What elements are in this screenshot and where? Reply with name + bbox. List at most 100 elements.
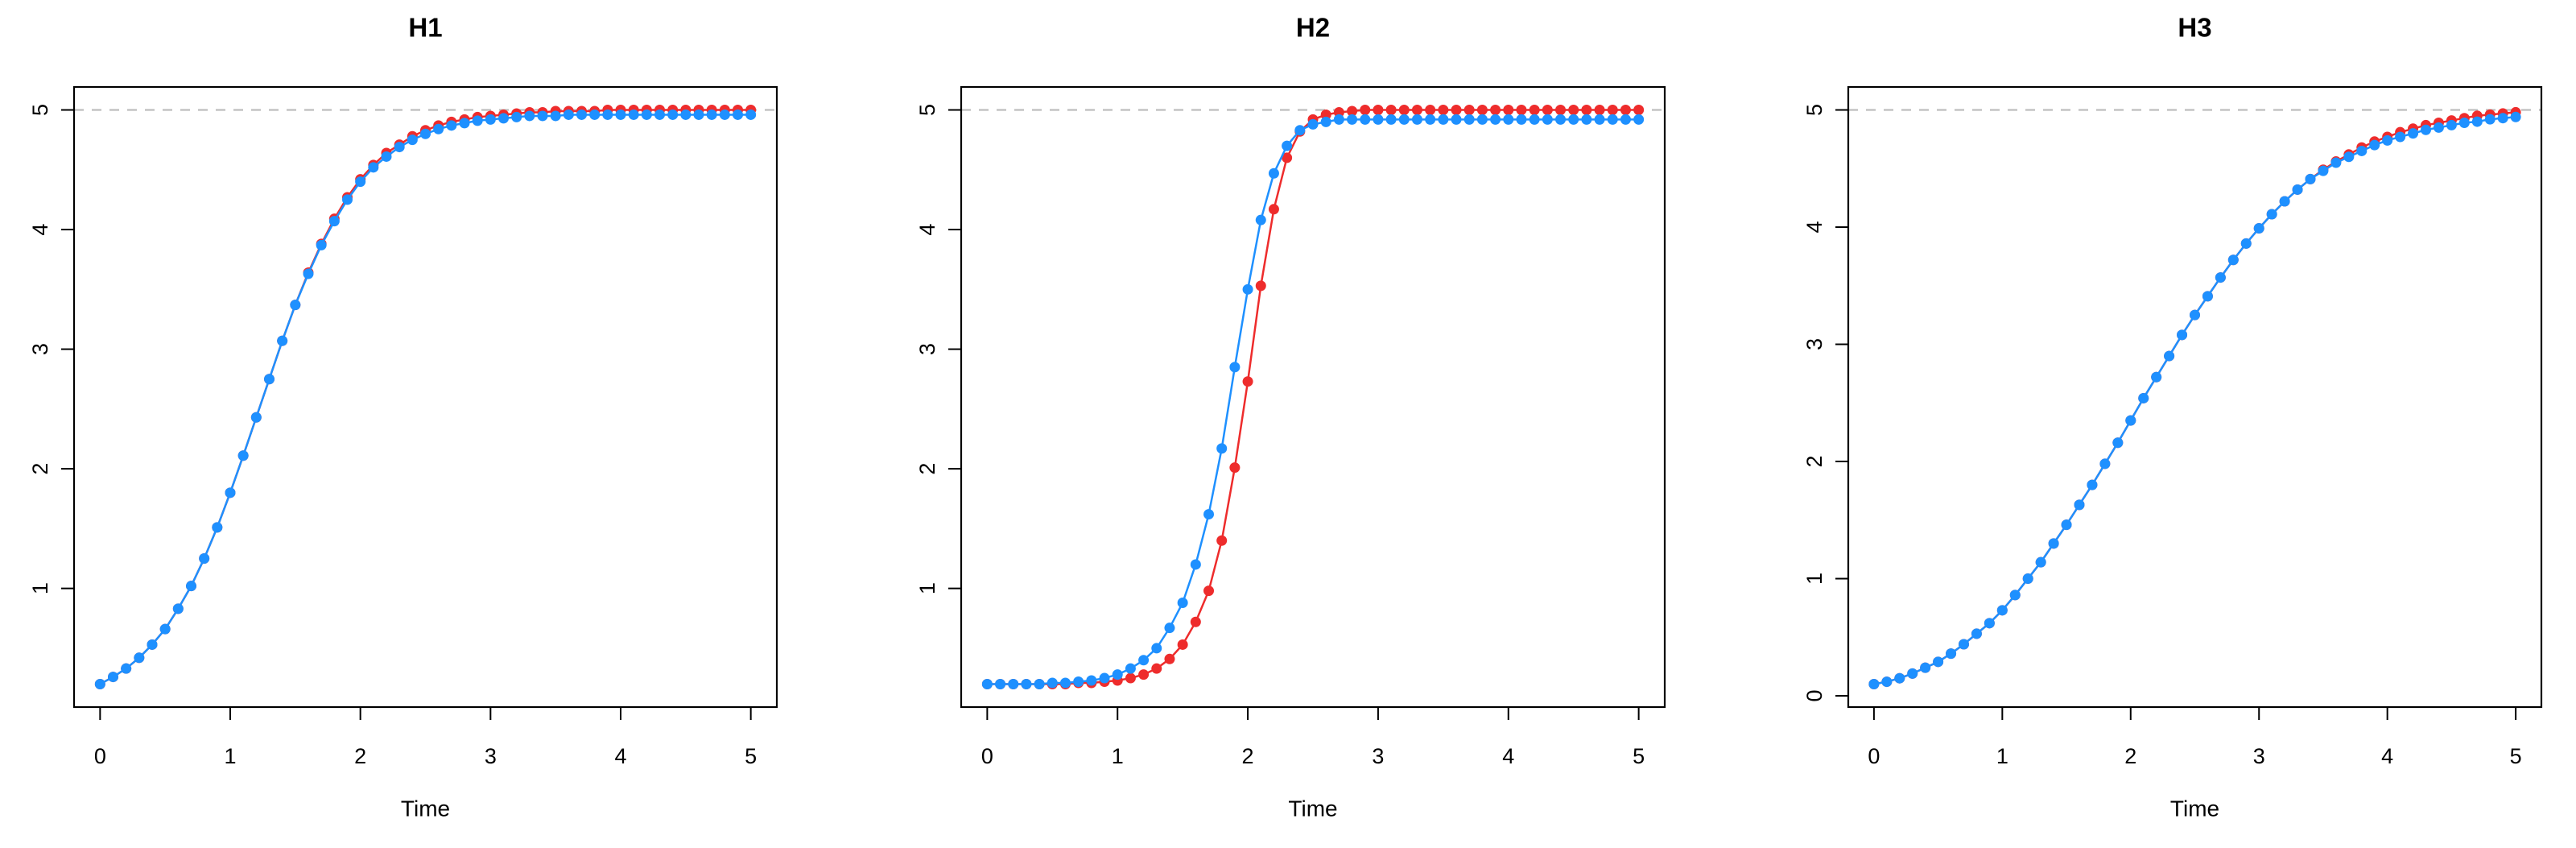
data-point [1164,653,1175,664]
data-point [1607,114,1618,125]
data-point [277,335,288,346]
data-point [1151,663,1162,674]
x-tick-label: 5 [1633,744,1645,768]
data-point [1503,114,1514,125]
data-point [1425,105,1436,116]
data-point [1151,643,1162,654]
data-point [1633,114,1645,125]
data-point [1411,114,1422,125]
data-point [981,678,993,689]
series-line [1873,111,2516,685]
x-tick-label: 1 [1112,744,1124,768]
data-point [1490,105,1501,116]
data-point [1425,114,1436,125]
x-tick-label: 3 [485,744,497,768]
data-point [1229,462,1241,474]
panel: H3 Time 0 1 2 3 4 5 0 1 2 3 4 5 [1802,13,2543,821]
data-point [563,109,574,120]
data-point [381,151,392,162]
data-point [1086,675,1097,686]
data-point [1568,105,1579,116]
data-point [1946,648,1957,660]
data-point [316,239,327,250]
data-point [628,109,639,120]
data-point [1282,140,1293,151]
data-point [1476,114,1488,125]
data-point [2253,222,2264,234]
data-point [1620,114,1631,125]
data-point [1555,114,1567,125]
data-point [1099,672,1110,684]
data-point [121,663,132,674]
data-point [1294,125,1306,136]
data-point [1594,114,1605,125]
data-point [2510,111,2521,122]
data-point [1046,677,1058,689]
data-point [1907,668,1918,679]
data-point [2177,329,2188,341]
data-point [1463,114,1475,125]
data-point [2279,196,2290,207]
data-point [2484,114,2496,125]
data-point [1059,677,1071,689]
data-point [2215,272,2226,283]
data-point [1268,204,1279,215]
panel: H1 Time 0 1 2 3 4 5 1 2 3 4 5 [28,13,778,821]
series-line [987,118,1639,685]
y-tick-label: 1 [915,582,939,594]
data-point [745,109,757,120]
data-point [2112,437,2124,449]
data-point [1177,639,1188,650]
x-tick-label: 1 [1996,744,2008,768]
x-axis-label: Time [2170,796,2219,821]
data-point [1620,105,1631,116]
data-point [1984,618,1995,629]
data-point [472,115,483,126]
data-point [1347,114,1358,125]
x-tick-label: 3 [1372,744,1384,768]
data-point [1360,105,1371,116]
data-point [2471,116,2483,127]
data-point [2164,350,2175,362]
data-point [576,109,587,120]
plot-frame [1847,85,2543,709]
x-axis-label: Time [401,796,450,821]
y-tick-label: 2 [1802,456,1827,468]
data-point [1516,114,1527,125]
data-point [706,109,717,120]
x-tick-label: 2 [1242,744,1254,768]
data-point [1529,105,1540,116]
data-point [237,450,249,461]
data-point [667,109,679,120]
panel-title: H2 [1296,13,1330,43]
y-tick-label: 1 [1802,573,1827,585]
data-point [1868,678,1880,689]
data-point [2318,165,2329,176]
data-point [485,114,496,125]
data-point [733,109,743,120]
data-point [537,110,548,122]
data-point [1398,105,1410,116]
data-point [1216,535,1228,546]
data-point [2343,151,2355,163]
data-point [1555,105,1567,116]
y-tick-label: 5 [1802,104,1827,116]
y-tick-label: 3 [915,343,939,355]
data-point [1282,152,1293,163]
y-tick-label: 4 [1802,221,1827,234]
data-point [2009,589,2021,601]
data-point [1451,105,1462,116]
data-point [225,487,236,498]
y-tick-label: 5 [915,104,939,116]
data-point [2446,119,2457,130]
y-tick-label: 2 [915,463,939,475]
plot-frame [72,85,778,709]
data-point [1360,114,1371,125]
data-point [446,120,457,131]
data-point [2202,291,2213,302]
data-point [1268,168,1279,179]
data-point [2099,458,2111,470]
data-point [1542,105,1553,116]
data-point [1138,669,1150,680]
